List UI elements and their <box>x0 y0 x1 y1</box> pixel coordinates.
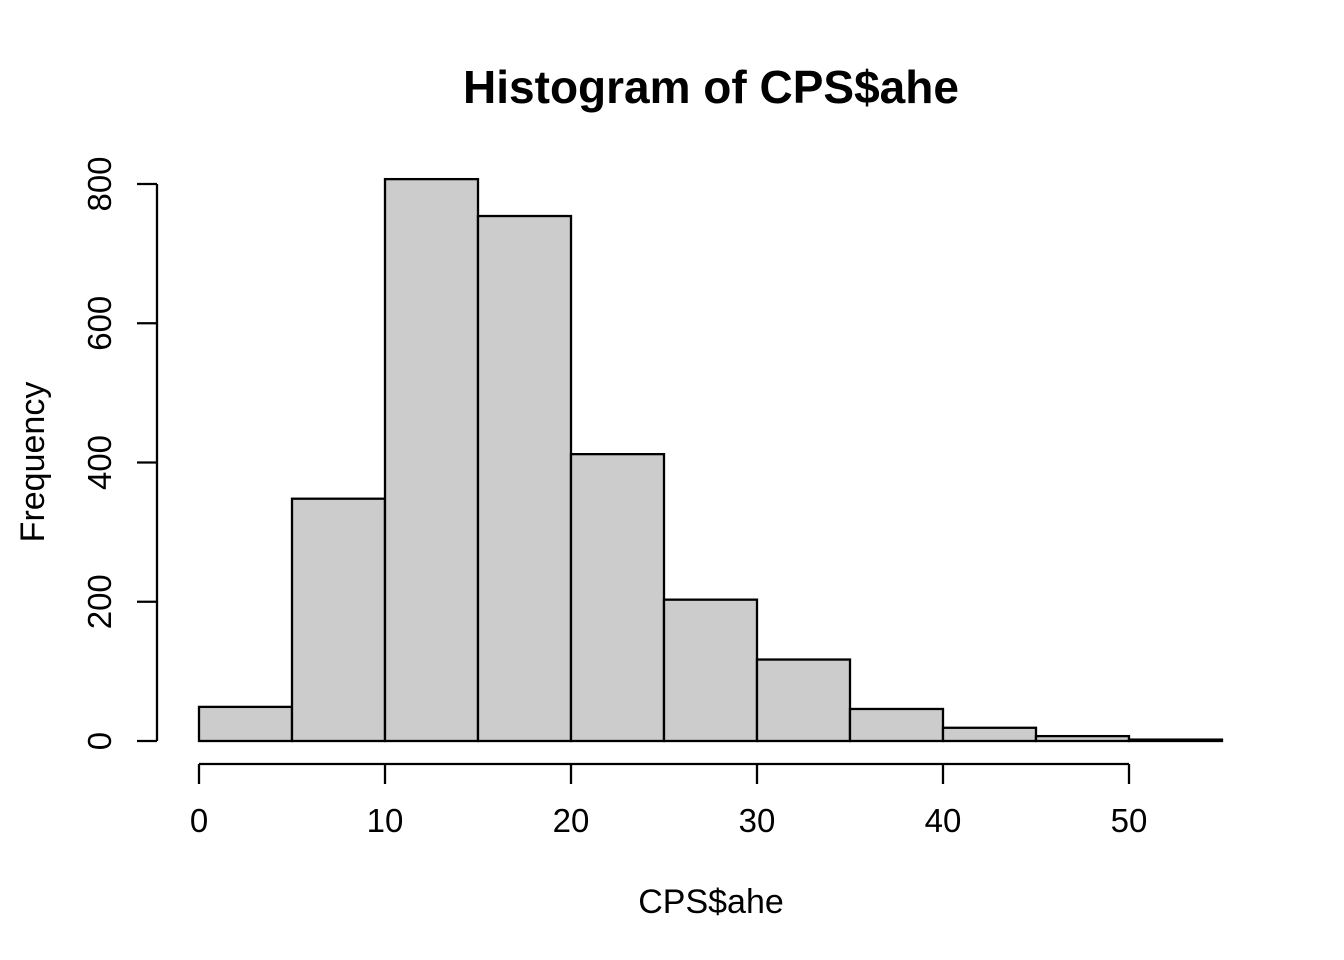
y-tick-label-600: 600 <box>81 296 118 351</box>
bars-group <box>197 177 1224 743</box>
x-tick-label-40: 40 <box>925 802 962 839</box>
y-axis-label: Frequency <box>14 382 52 543</box>
x-tick-label-50: 50 <box>1111 802 1148 839</box>
histogram-bar-5-10 <box>290 497 387 743</box>
axes-group: 0 200 400 600 800 0 10 20 30 40 50 <box>81 156 1147 839</box>
y-tick-label-800: 800 <box>81 156 118 211</box>
histogram-bar-20-25 <box>569 452 666 743</box>
histogram-bar-0-5 <box>197 705 294 743</box>
x-axis-label: CPS$ahe <box>638 883 784 921</box>
y-tick-label-200: 200 <box>81 574 118 629</box>
x-tick-label-10: 10 <box>367 802 404 839</box>
x-tick-label-20: 20 <box>553 802 590 839</box>
histogram-bar-30-35 <box>755 658 852 743</box>
histogram-bar-50-55 <box>1127 738 1224 743</box>
histogram-bar-25-30 <box>662 598 759 743</box>
chart-title: Histogram of CPS$ahe <box>463 61 959 113</box>
y-tick-label-0: 0 <box>81 732 118 750</box>
x-tick-label-0: 0 <box>190 802 208 839</box>
y-tick-label-400: 400 <box>81 435 118 490</box>
histogram-bar-10-15 <box>383 177 480 743</box>
histogram-bar-35-40 <box>848 707 945 743</box>
x-tick-label-30: 30 <box>739 802 776 839</box>
histogram-bar-40-45 <box>941 726 1038 743</box>
histogram-bar-45-50 <box>1034 734 1131 743</box>
histogram-bar-15-20 <box>476 214 573 743</box>
